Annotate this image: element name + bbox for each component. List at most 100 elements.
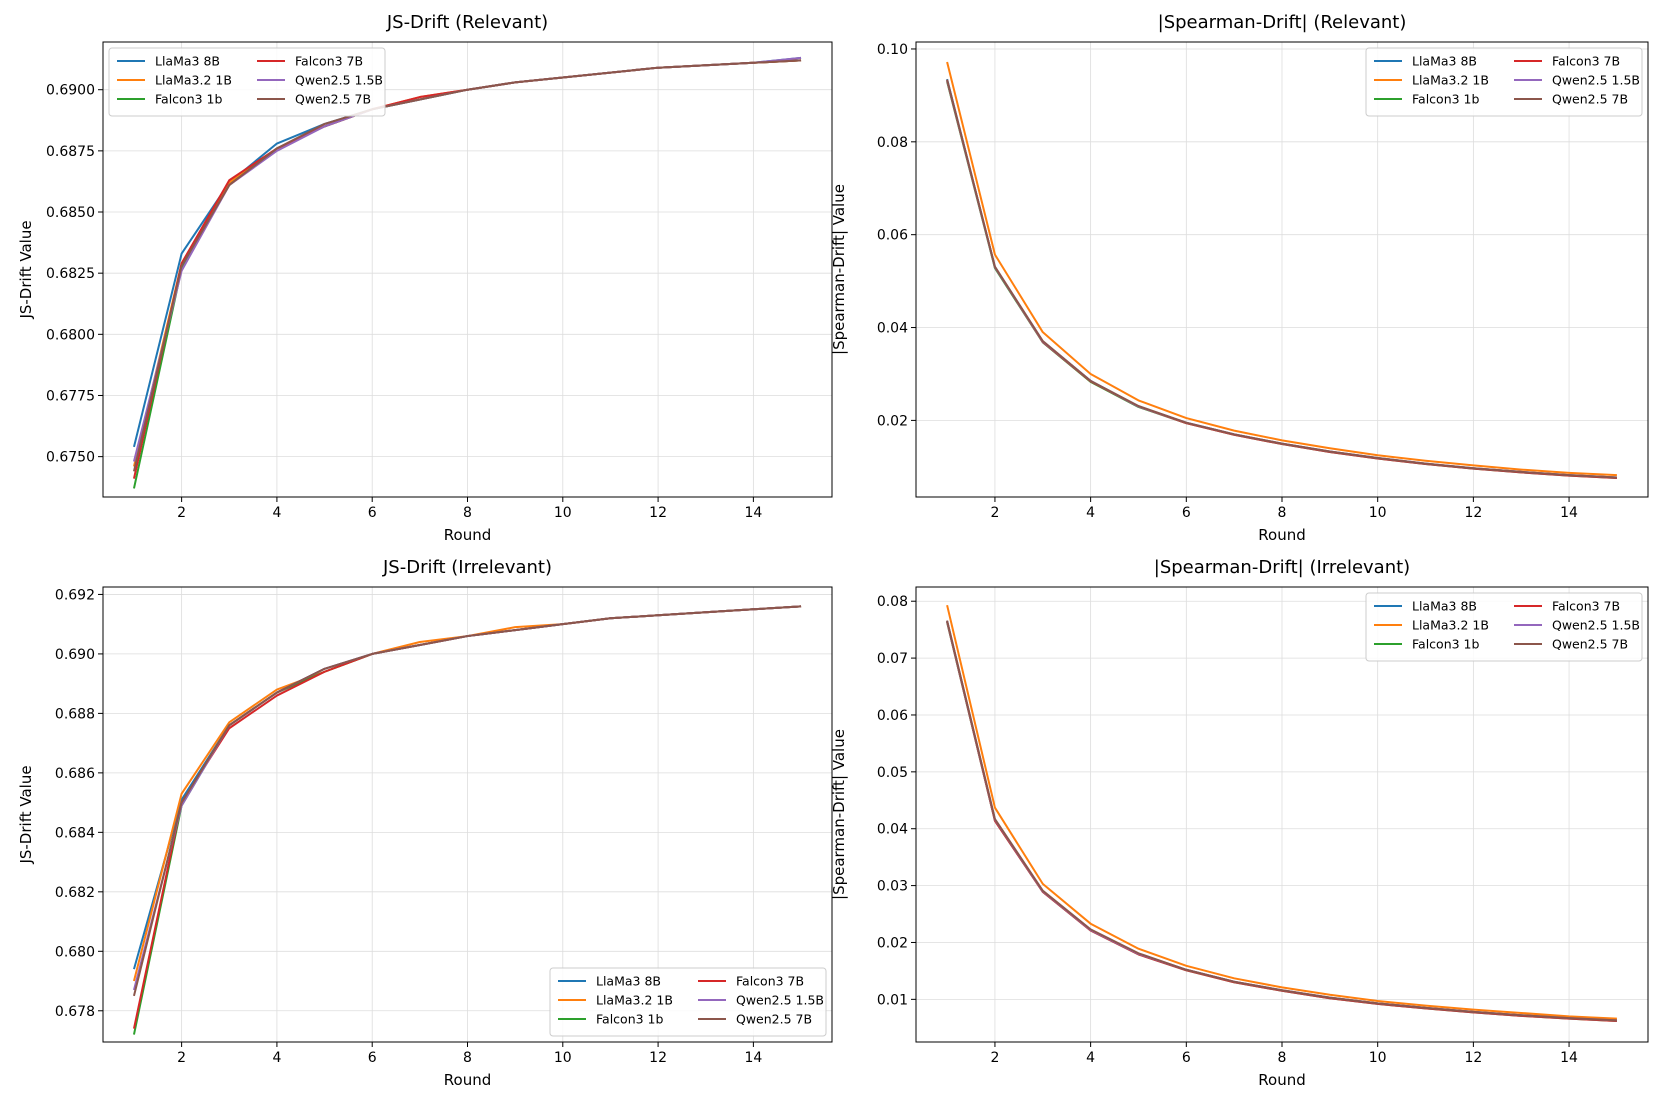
legend-label-3: Falcon3 1b: [1412, 637, 1479, 652]
chart-title: |Spearman-Drift| (Relevant): [1158, 12, 1407, 33]
legend-label-2: LlaMa3.2 1B: [596, 993, 673, 1008]
x-tick-label: 10: [554, 505, 572, 521]
series-group: [132, 605, 802, 1035]
legend: LlaMa3 8B LlaMa3.2 1B Falcon3 1b Falcon3 7B…: [108, 47, 386, 117]
y-tick-label: 0.08: [877, 594, 908, 610]
legend-label-1: LlaMa3 8B: [1412, 599, 1477, 614]
y-tick-label: 0.682: [55, 885, 95, 901]
x-axis-label: Round: [1258, 1071, 1305, 1089]
y-ticks: 0.6750 0.6775 0.6800 0.6825 0.6850 0.6875 0.69…: [46, 83, 103, 466]
y-tick-label: 0.04: [877, 321, 908, 337]
legend-label-5: Qwen2.5 1.5B: [1552, 73, 1640, 88]
y-tick-label: 0.6825: [46, 266, 95, 282]
y-tick-label: 0.690: [55, 647, 95, 663]
legend-label-4: Falcon3 7B: [295, 54, 363, 69]
series-line-6: [132, 605, 802, 997]
x-tick-label: 10: [1369, 1050, 1387, 1066]
x-tick-label: 2: [990, 505, 999, 521]
legend-label-4: Falcon3 7B: [1552, 599, 1620, 614]
x-tick-label: 8: [1278, 1050, 1287, 1066]
x-axis-label: Round: [444, 1071, 491, 1089]
x-tick-label: 8: [463, 505, 472, 521]
series-line-6: [946, 620, 1617, 1022]
x-axis-label: Round: [444, 526, 491, 544]
legend-label-5: Qwen2.5 1.5B: [736, 993, 824, 1008]
x-tick-label: 12: [649, 1050, 667, 1066]
series-group: [946, 604, 1617, 1022]
y-tick-label: 0.02: [877, 413, 908, 429]
chart-title: JS-Drift (Relevant): [386, 12, 548, 33]
y-axis-label: JS-Drift Value: [17, 220, 35, 319]
y-tick-label: 0.6850: [46, 205, 95, 221]
legend: LlaMa3 8B LlaMa3.2 1B Falcon3 1b Falcon3 7B…: [1365, 47, 1643, 117]
y-tick-label: 0.03: [877, 879, 908, 895]
x-tick-label: 10: [554, 1050, 572, 1066]
series-group: [132, 56, 802, 489]
y-tick-label: 0.6750: [46, 450, 95, 466]
x-tick-label: 2: [990, 1050, 999, 1066]
y-ticks: 0.02 0.04 0.06 0.08 0.10: [877, 42, 916, 429]
x-tick-label: 6: [1182, 1050, 1191, 1066]
y-tick-label: 0.07: [877, 651, 908, 667]
x-tick-label: 6: [368, 1050, 377, 1066]
x-tick-label: 4: [1086, 505, 1095, 521]
y-tick-label: 0.10: [877, 42, 908, 58]
y-axis-label: |Spearman-Drift| Value: [830, 184, 848, 355]
y-tick-label: 0.06: [877, 228, 908, 244]
x-tick-label: 14: [744, 505, 762, 521]
x-tick-label: 12: [649, 505, 667, 521]
y-tick-label: 0.6775: [46, 388, 95, 404]
x-tick-label: 2: [177, 505, 186, 521]
y-axis-label: JS-Drift Value: [17, 765, 35, 864]
x-tick-label: 14: [1560, 505, 1578, 521]
legend-label-5: Qwen2.5 1.5B: [295, 73, 383, 88]
y-tick-label: 0.688: [55, 706, 95, 722]
chart-panel-2: 2 4 6 8 10 12 14 0.02 0.04 0.06 0.08 0.10 |Spearman-…: [830, 12, 1649, 544]
chart-panel-1: 2 4 6 8 10 12 14 0.6750 0.6775 0.6800 0.6825 0.6850…: [17, 12, 833, 544]
x-tick-label: 6: [1182, 505, 1191, 521]
y-tick-label: 0.06: [877, 708, 908, 724]
legend-label-2: LlaMa3.2 1B: [1412, 618, 1489, 633]
legend-label-3: Falcon3 1b: [155, 92, 222, 107]
x-ticks: 2 4 6 8 10 12 14: [177, 1042, 762, 1066]
y-tick-label: 0.684: [55, 825, 95, 841]
y-axis-label: |Spearman-Drift| Value: [830, 729, 848, 900]
series-line-6: [132, 59, 802, 472]
y-tick-label: 0.692: [55, 587, 95, 603]
legend-box: [1365, 592, 1643, 662]
y-ticks: 0.01 0.02 0.03 0.04 0.05 0.06 0.07 0.08: [877, 594, 916, 1008]
x-tick-label: 6: [368, 505, 377, 521]
x-ticks: 2 4 6 8 10 12 14: [990, 497, 1578, 521]
chart-panel-4: 2 4 6 8 10 12 140.010.020.030.040.050.060.070.…: [830, 557, 1649, 1089]
x-axis-label: Round: [1258, 526, 1305, 544]
legend: LlaMa3 8B LlaMa3.2 1B Falcon3 1b Falcon3 7B…: [549, 967, 827, 1037]
legend-label-1: LlaMa3 8B: [596, 974, 661, 989]
y-tick-label: 0.04: [877, 822, 908, 838]
legend-label-1: LlaMa3 8B: [155, 54, 220, 69]
legend-label-6: Qwen2.5 7B: [295, 92, 371, 107]
y-tick-label: 0.678: [55, 1004, 95, 1020]
x-tick-label: 8: [463, 1050, 472, 1066]
y-tick-label: 0.6900: [46, 83, 95, 99]
chart-title: |Spearman-Drift| (Irrelevant): [1154, 557, 1410, 578]
series-line-6: [946, 79, 1617, 479]
y-tick-label: 0.686: [55, 766, 95, 782]
y-tick-label: 0.6800: [46, 327, 95, 343]
x-ticks: 2 4 6 8 10 12 14: [177, 497, 762, 521]
series-group: [946, 61, 1617, 479]
legend-label-3: Falcon3 1b: [596, 1012, 663, 1027]
legend: LlaMa3 8B LlaMa3.2 1B Falcon3 1b Falcon3 7B…: [1365, 592, 1643, 662]
x-tick-label: 10: [1369, 505, 1387, 521]
legend-box: [108, 47, 386, 117]
x-ticks: 2 4 6 8 10 12 14: [990, 1042, 1578, 1066]
y-tick-label: 0.6875: [46, 144, 95, 160]
y-tick-label: 0.01: [877, 992, 908, 1008]
x-tick-label: 4: [1086, 1050, 1095, 1066]
y-tick-label: 0.02: [877, 935, 908, 951]
x-tick-label: 4: [272, 505, 281, 521]
series-line-2: [946, 604, 1617, 1020]
legend-label-2: LlaMa3.2 1B: [155, 73, 232, 88]
y-tick-label: 0.08: [877, 135, 908, 151]
grid: [103, 587, 832, 1042]
